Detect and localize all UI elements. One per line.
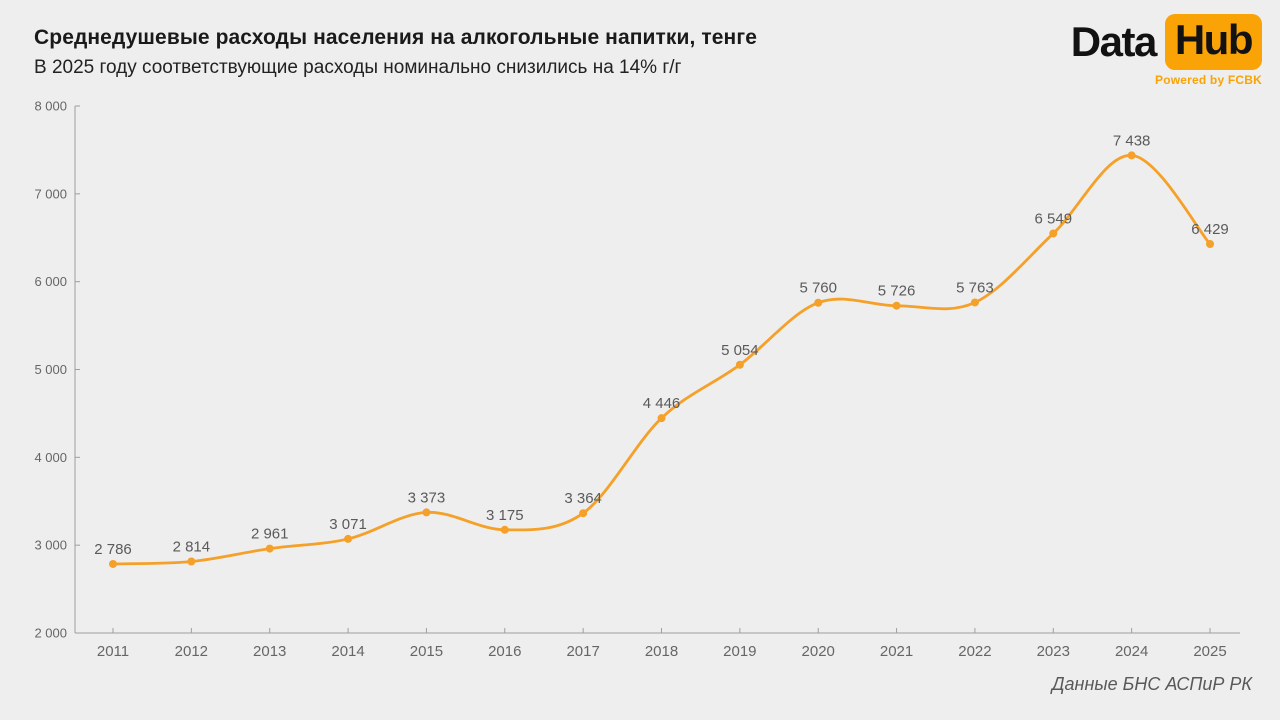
datahub-logo-row: Data Hub bbox=[1071, 14, 1262, 70]
data-point bbox=[265, 544, 274, 553]
data-point-label: 5 726 bbox=[878, 283, 916, 300]
x-axis-tick-label: 2016 bbox=[488, 643, 521, 660]
y-axis-tick-label: 5 000 bbox=[34, 362, 67, 377]
chart-title: Среднедушевые расходы населения на алког… bbox=[34, 26, 757, 49]
x-axis-tick-label: 2015 bbox=[410, 643, 443, 660]
data-point bbox=[344, 534, 353, 543]
data-point bbox=[1127, 151, 1136, 160]
x-axis-tick-label: 2018 bbox=[645, 643, 678, 660]
logo-tagline: Powered by FCBK bbox=[1154, 73, 1262, 87]
data-point-label: 7 438 bbox=[1113, 132, 1151, 149]
data-point bbox=[970, 298, 979, 307]
y-axis-tick-label: 7 000 bbox=[34, 186, 67, 201]
data-point-label: 2 961 bbox=[251, 526, 289, 543]
x-axis-tick-label: 2014 bbox=[331, 643, 364, 660]
data-source-note: Данные БНС АСПиР РК bbox=[1051, 674, 1252, 694]
x-axis-tick-label: 2022 bbox=[958, 643, 991, 660]
data-point bbox=[500, 525, 509, 534]
data-point bbox=[1049, 229, 1058, 238]
data-point-label: 3 364 bbox=[564, 490, 602, 507]
data-point-label: 4 446 bbox=[643, 395, 681, 412]
data-point-label: 3 175 bbox=[486, 507, 524, 524]
x-axis-tick-label: 2021 bbox=[880, 643, 913, 660]
x-axis-tick-label: 2019 bbox=[723, 643, 756, 660]
x-axis-tick-label: 2017 bbox=[566, 643, 599, 660]
data-point-label: 5 760 bbox=[799, 280, 837, 297]
x-axis-tick-label: 2013 bbox=[253, 643, 286, 660]
data-point-label: 2 786 bbox=[94, 541, 132, 558]
data-point-label: 6 429 bbox=[1191, 221, 1229, 238]
x-axis-tick-label: 2012 bbox=[175, 643, 208, 660]
data-point bbox=[109, 559, 117, 568]
data-point bbox=[657, 414, 666, 423]
data-point bbox=[1206, 239, 1214, 248]
y-axis-tick-label: 3 000 bbox=[34, 538, 67, 553]
data-point bbox=[579, 509, 588, 518]
data-point bbox=[892, 301, 901, 310]
data-point-label: 3 373 bbox=[408, 489, 446, 506]
y-axis-tick-label: 6 000 bbox=[34, 274, 67, 289]
data-point-label: 6 549 bbox=[1035, 210, 1073, 227]
data-point bbox=[187, 557, 196, 566]
y-axis-tick-label: 2 000 bbox=[34, 626, 67, 641]
logo-text-data: Data bbox=[1070, 18, 1158, 65]
chart-subtitle: В 2025 году соответствующие расходы номи… bbox=[34, 57, 682, 78]
x-axis-tick-label: 2020 bbox=[802, 643, 835, 660]
data-point bbox=[422, 508, 431, 517]
data-point-label: 5 763 bbox=[956, 279, 994, 296]
data-point-label: 3 071 bbox=[329, 516, 367, 533]
y-axis-tick-label: 4 000 bbox=[34, 450, 67, 465]
x-axis-tick-label: 2024 bbox=[1115, 643, 1148, 660]
data-point-label: 2 814 bbox=[173, 539, 211, 556]
x-axis-tick-label: 2025 bbox=[1193, 643, 1226, 660]
data-point-label: 5 054 bbox=[721, 342, 759, 359]
data-point bbox=[814, 298, 823, 307]
datahub-logo: Data Hub Powered by FCBK bbox=[1071, 14, 1262, 87]
data-point bbox=[735, 360, 744, 369]
x-axis-tick-label: 2023 bbox=[1037, 643, 1070, 660]
logo-text-hub: Hub bbox=[1164, 14, 1262, 70]
x-axis-tick-label: 2011 bbox=[97, 643, 129, 660]
y-axis-tick-label: 8 000 bbox=[34, 99, 67, 114]
